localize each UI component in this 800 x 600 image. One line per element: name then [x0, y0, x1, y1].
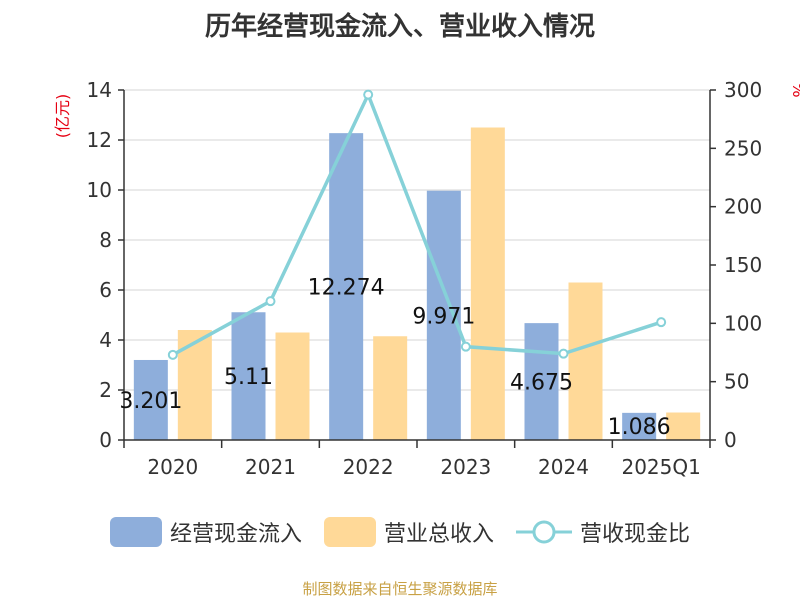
bar-cash-inflow	[329, 133, 364, 440]
ratio-point	[460, 341, 471, 352]
y-left-tick-label: 4	[99, 328, 112, 352]
grid-lines	[124, 89, 710, 391]
legend-label-cash-ratio: 营收现金比	[580, 522, 691, 547]
data-labels: 3.201 5.11 12.274 9.971 4.675 1.086	[119, 276, 670, 440]
bar-revenue	[470, 127, 505, 440]
y-right-tick-label: 0	[724, 428, 737, 452]
legend-item-cash-ratio[interactable]: 营收现金比	[516, 516, 690, 548]
ratio-point	[363, 89, 374, 100]
chart-plot: 0 2 4 6 8 10 12 14 0 50 100 150 200 250 300 2020 2021 202…	[53, 78, 800, 479]
x-tick-label: 2020	[147, 455, 198, 479]
data-label-cash-inflow: 9.971	[412, 304, 475, 329]
axes: 0 2 4 6 8 10 12 14 0 50 100 150 200 250 300 2020 2021 202…	[87, 78, 763, 479]
x-tick-label: 2021	[245, 455, 296, 479]
x-tick-label: 2025Q1	[621, 455, 700, 479]
source-note: 制图数据来自恒生聚源数据库	[302, 580, 498, 598]
y-left-tick-label: 14	[87, 78, 112, 102]
legend-label-revenue: 营业总收入	[383, 522, 494, 547]
ratio-line-path	[171, 90, 662, 357]
ratio-point	[656, 317, 667, 328]
y-left-tick-label: 0	[99, 428, 112, 452]
bars	[133, 127, 701, 440]
y-right-tick-label: 150	[724, 253, 762, 277]
y-right-tick-label: 200	[724, 195, 762, 219]
x-tick-label: 2024	[538, 455, 589, 479]
bar-cash-inflow	[231, 312, 266, 440]
ratio-point	[558, 348, 569, 359]
bar-revenue	[666, 412, 701, 440]
bar-revenue	[568, 282, 603, 440]
data-label-cash-inflow: 4.675	[510, 371, 573, 396]
x-tick-label: 2022	[343, 455, 394, 479]
chart-title: 历年经营现金流入、营业收入情况	[204, 12, 595, 42]
y-left-tick-label: 8	[99, 228, 112, 252]
data-label-cash-inflow: 1.086	[608, 415, 671, 440]
y-right-tick-label: 100	[724, 311, 762, 335]
y-right-tick-label: 300	[724, 78, 762, 102]
y-left-tick-label: 2	[99, 378, 112, 402]
legend-label-cash-inflow: 经营现金流入	[169, 522, 302, 547]
y-left-tick-label: 6	[99, 278, 112, 302]
data-label-cash-inflow: 12.274	[308, 276, 385, 301]
legend-item-cash-inflow[interactable]: 经营现金流入	[109, 516, 302, 548]
legend-swatch-cash-ratio	[516, 520, 572, 544]
legend: 经营现金流入 营业总收入 营收现金比	[0, 516, 800, 548]
y-left-tick-label: 10	[87, 178, 112, 202]
bar-revenue	[275, 332, 310, 440]
ratio-point	[265, 296, 276, 307]
bar-cash-inflow	[622, 412, 657, 440]
x-tick-label: 2023	[440, 455, 491, 479]
data-label-cash-inflow: 5.11	[224, 365, 273, 390]
y-right-tick-label: 50	[724, 370, 749, 394]
bar-cash-inflow	[133, 359, 168, 440]
ratio-point	[167, 349, 178, 360]
legend-item-revenue[interactable]: 营业总收入	[323, 516, 494, 548]
y-right-tick-label: 250	[724, 136, 762, 160]
bar-revenue	[373, 336, 408, 440]
data-label-cash-inflow: 3.201	[119, 389, 182, 414]
y-right-axis-label: %	[789, 82, 800, 97]
legend-swatch-cash-inflow	[109, 517, 162, 547]
ratio-line	[167, 89, 667, 360]
y-left-axis-label: (亿元)	[53, 94, 72, 139]
legend-swatch-revenue	[323, 517, 376, 547]
bar-cash-inflow	[524, 323, 559, 440]
y-left-tick-label: 12	[87, 128, 112, 152]
bar-revenue	[177, 330, 212, 440]
